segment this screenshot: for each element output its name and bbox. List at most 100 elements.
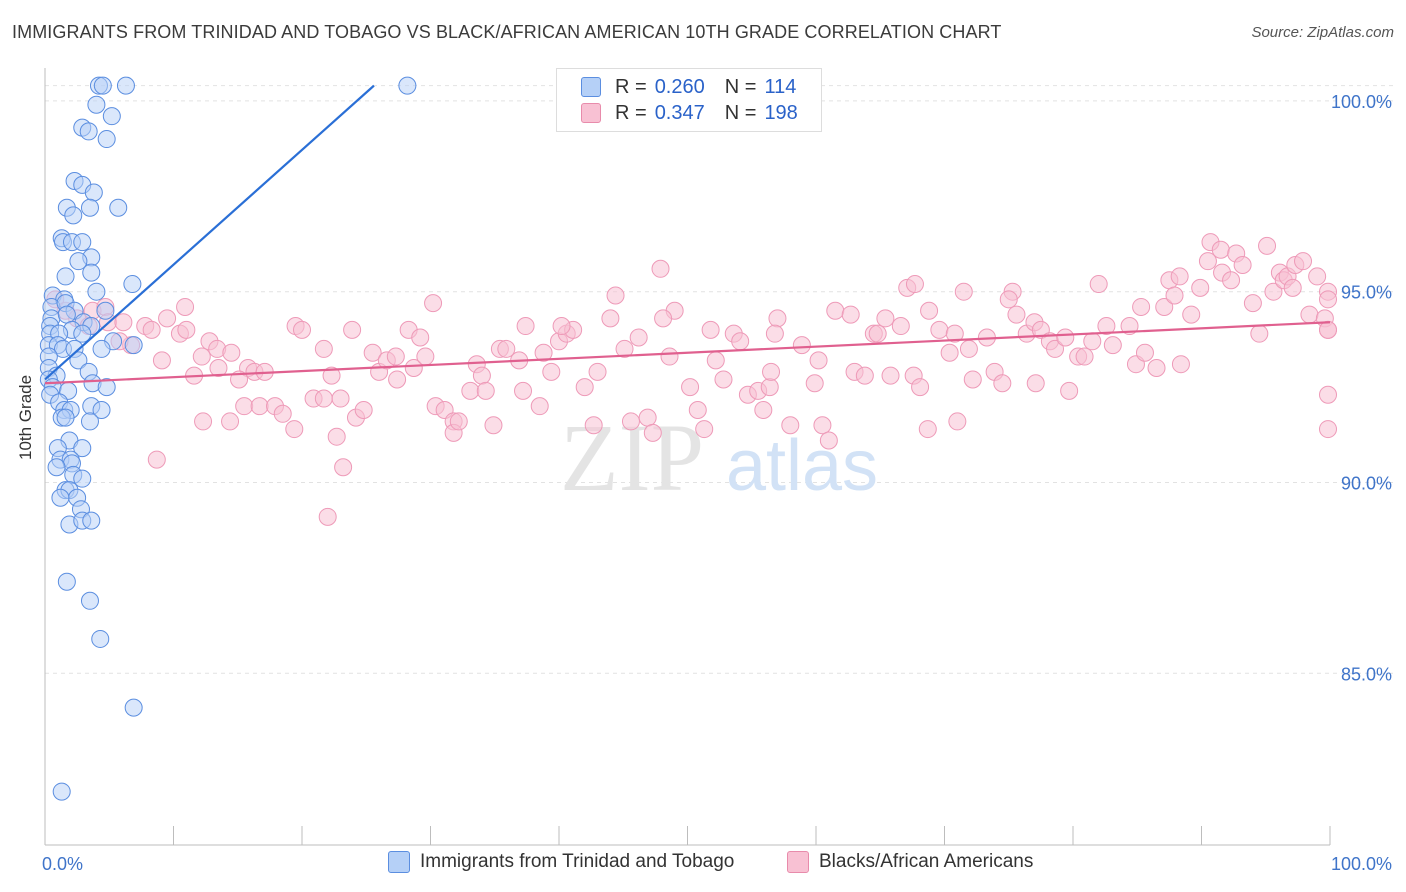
point-black-african-american xyxy=(805,374,824,393)
point-black-african-american xyxy=(1170,267,1189,286)
point-black-african-american xyxy=(762,362,781,381)
legend-swatch-blue xyxy=(581,77,601,97)
point-trinidad-tobago xyxy=(97,378,116,397)
point-black-african-american xyxy=(1165,286,1184,305)
point-black-african-american xyxy=(158,309,177,328)
point-trinidad-tobago xyxy=(80,198,99,217)
point-black-african-american xyxy=(386,347,405,366)
y-tick-label: 85.0% xyxy=(1341,664,1392,684)
legend-row-pink: R = 0.347 N = 198 xyxy=(581,100,818,126)
point-black-african-american xyxy=(147,450,166,469)
point-black-african-american xyxy=(813,416,832,435)
point-trinidad-tobago xyxy=(47,458,66,477)
point-black-african-american xyxy=(1243,294,1262,313)
y-tick-label: 100.0% xyxy=(1331,92,1392,112)
point-black-african-american xyxy=(314,339,333,358)
point-trinidad-tobago xyxy=(73,439,92,458)
point-black-african-american xyxy=(651,259,670,278)
point-black-african-american xyxy=(516,317,535,336)
point-black-african-american xyxy=(176,297,195,316)
point-black-african-american xyxy=(584,416,603,435)
point-black-african-american xyxy=(1026,374,1045,393)
point-trinidad-tobago xyxy=(57,305,76,324)
point-black-african-american xyxy=(285,420,304,439)
point-trinidad-tobago xyxy=(79,122,98,141)
point-black-african-american xyxy=(1198,252,1217,271)
point-black-african-american xyxy=(194,412,213,431)
point-black-african-american xyxy=(819,431,838,450)
point-black-african-american xyxy=(695,420,714,439)
point-black-african-american xyxy=(1171,355,1190,374)
point-black-african-american xyxy=(1211,240,1230,259)
point-black-african-american xyxy=(855,366,874,385)
point-black-african-american xyxy=(1083,332,1102,351)
point-trinidad-tobago xyxy=(80,591,99,610)
point-trinidad-tobago xyxy=(92,400,111,419)
point-black-african-american xyxy=(1222,271,1241,290)
point-black-african-american xyxy=(1060,381,1079,400)
point-trinidad-tobago xyxy=(51,488,70,507)
point-black-african-american xyxy=(905,275,924,294)
point-trinidad-tobago xyxy=(84,183,103,202)
trend-lines xyxy=(44,84,1331,385)
point-black-african-american xyxy=(792,336,811,355)
point-trinidad-tobago xyxy=(87,282,106,301)
point-trinidad-tobago xyxy=(69,252,88,271)
point-trinidad-tobago xyxy=(69,351,88,370)
point-black-african-american xyxy=(768,309,787,328)
point-black-african-american xyxy=(1300,305,1319,324)
legend-r-value: 0.347 xyxy=(654,101,705,124)
point-black-african-american xyxy=(638,408,657,427)
trend-line-trinidad-tobago xyxy=(44,84,375,381)
point-black-african-american xyxy=(221,412,240,431)
bottom-legend-swatch-blue xyxy=(388,851,410,873)
point-black-african-american xyxy=(152,351,171,370)
point-black-african-american xyxy=(876,309,895,328)
point-black-african-american xyxy=(1046,339,1065,358)
point-black-african-american xyxy=(530,397,549,416)
point-black-african-american xyxy=(235,397,254,416)
point-black-african-american xyxy=(714,370,733,389)
point-black-african-american xyxy=(461,381,480,400)
point-black-african-american xyxy=(643,423,662,442)
point-black-african-american xyxy=(1319,420,1337,439)
point-black-african-american xyxy=(706,351,725,370)
point-black-african-american xyxy=(1135,343,1154,362)
point-black-african-american xyxy=(781,416,800,435)
point-black-african-american xyxy=(930,320,949,339)
point-black-african-american xyxy=(318,507,337,526)
point-black-african-american xyxy=(1319,385,1337,404)
point-trinidad-tobago xyxy=(124,698,143,717)
series-trinidad-tobago xyxy=(39,76,417,801)
point-trinidad-tobago xyxy=(109,198,128,217)
point-black-african-american xyxy=(868,324,887,343)
point-black-african-american xyxy=(497,339,516,358)
point-black-african-american xyxy=(114,313,133,332)
point-black-african-american xyxy=(1075,347,1094,366)
point-trinidad-tobago xyxy=(73,233,92,252)
point-trinidad-tobago xyxy=(52,782,71,801)
legend-r-label: R = xyxy=(615,101,647,124)
point-black-african-american xyxy=(416,347,435,366)
legend-r-label: R = xyxy=(615,75,647,98)
point-black-african-american xyxy=(1007,305,1026,324)
point-black-african-american xyxy=(615,339,634,358)
y-tick-label: 90.0% xyxy=(1341,473,1392,493)
point-black-african-american xyxy=(542,362,561,381)
point-trinidad-tobago xyxy=(398,76,417,95)
point-trinidad-tobago xyxy=(73,469,92,488)
point-black-african-american xyxy=(881,366,900,385)
point-black-african-american xyxy=(841,305,860,324)
legend-n-value: 114 xyxy=(764,75,797,98)
point-black-african-american xyxy=(449,412,468,431)
point-trinidad-tobago xyxy=(57,572,76,591)
point-trinidad-tobago xyxy=(97,130,116,149)
point-black-african-american xyxy=(588,362,607,381)
point-black-african-american xyxy=(1294,252,1313,271)
tick-labels: 85.0% 90.0% 95.0% 100.0% 0.0% 100.0% xyxy=(42,92,1392,874)
point-black-african-american xyxy=(327,427,346,446)
point-black-african-american xyxy=(681,378,700,397)
point-black-african-american xyxy=(731,332,750,351)
point-trinidad-tobago xyxy=(56,408,75,427)
